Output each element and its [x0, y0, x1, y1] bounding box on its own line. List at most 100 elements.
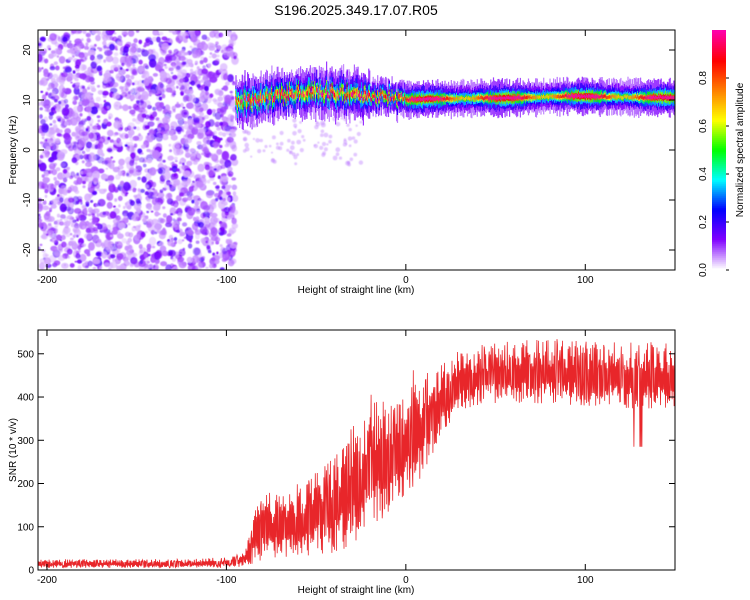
noise-blob: [176, 168, 180, 172]
noise-blob: [56, 172, 65, 180]
spectrogram-marks: [38, 30, 675, 270]
noise-blob: [134, 161, 138, 165]
ridge-cell: [512, 95, 514, 99]
ridge-cell: [373, 94, 375, 98]
noise-blob: [166, 215, 173, 223]
ridge-cell: [265, 90, 268, 95]
ridge-cell: [359, 93, 361, 98]
noise-blob: [113, 205, 116, 208]
ridge-cell: [417, 97, 419, 101]
noise-blob: [219, 267, 225, 270]
noise-blob: [214, 236, 221, 243]
figure-title: S196.2025.349.17.07.R05: [274, 2, 438, 18]
noise-blob: [218, 68, 223, 73]
noise-blob: [143, 74, 146, 77]
noise-blob: [144, 191, 150, 196]
noise-blob: [96, 251, 101, 256]
noise-blob: [71, 54, 75, 58]
noise-blob: [231, 36, 236, 41]
noise-blob: [115, 104, 119, 107]
noise-blob: [67, 72, 74, 79]
scatter-blob: [359, 120, 363, 124]
noise-blob: [129, 94, 135, 101]
ridge-cell: [524, 95, 526, 99]
ridge-cell: [375, 97, 377, 101]
ridge-cell: [250, 99, 252, 103]
ridge-cell: [456, 96, 458, 100]
noise-blob: [48, 111, 55, 116]
ridge-cell: [254, 95, 256, 100]
noise-blob: [112, 132, 117, 137]
noise-blob: [42, 205, 50, 211]
ridge-cell: [522, 96, 524, 100]
scatter-blob: [346, 123, 350, 127]
noise-blob: [64, 206, 72, 212]
noise-blob: [152, 204, 161, 212]
noise-blob: [224, 159, 232, 169]
ridge-cell: [313, 90, 315, 96]
ridge-cell: [324, 93, 326, 99]
noise-blob: [213, 217, 220, 223]
ridge-cell: [590, 95, 592, 99]
ridge-cell: [614, 95, 616, 98]
ridge-cell: [551, 94, 553, 98]
noise-blob: [92, 208, 100, 214]
noise-blob: [51, 169, 58, 176]
noise-blob: [67, 204, 70, 207]
ridge-cell: [347, 94, 349, 98]
noise-blob: [126, 240, 130, 245]
noise-blob: [129, 200, 136, 207]
noise-blob: [209, 263, 214, 269]
ridge-cell: [468, 97, 470, 100]
ridge-cell: [370, 97, 372, 101]
noise-blob: [70, 240, 77, 246]
ridge-cell: [296, 87, 298, 91]
noise-blob: [123, 213, 127, 217]
ridge-cell: [314, 86, 316, 90]
noise-blob: [183, 199, 187, 203]
noise-blob: [121, 31, 128, 37]
noise-blob: [137, 176, 141, 181]
noise-blob: [175, 126, 183, 132]
noise-blob: [193, 78, 198, 81]
noise-blob: [125, 87, 129, 92]
noise-blob: [81, 38, 84, 42]
ridge-cell: [394, 96, 396, 99]
noise-blob: [195, 209, 201, 214]
noise-blob: [141, 90, 149, 101]
noise-blob: [160, 130, 166, 135]
ridge-cell: [354, 92, 356, 98]
ridge-cell: [353, 90, 355, 95]
ridge-cell: [495, 97, 497, 101]
ridge-cell: [415, 98, 417, 102]
noise-blob: [106, 224, 112, 229]
noise-blob: [213, 193, 220, 198]
ridge-cell: [389, 98, 391, 101]
noise-blob: [69, 263, 75, 268]
ridge-cell: [479, 97, 481, 100]
noise-blob: [86, 115, 92, 121]
noise-blob: [38, 222, 44, 228]
ridge-cell: [523, 96, 525, 100]
noise-blob: [58, 100, 62, 105]
noise-blob: [233, 55, 237, 60]
noise-blob: [132, 64, 136, 68]
ridge-cell: [507, 96, 509, 99]
ridge-cell: [424, 97, 426, 102]
ridge-cell: [561, 95, 563, 98]
ridge-cell: [446, 96, 448, 100]
ridge-cell: [465, 97, 467, 101]
ridge-cell: [480, 96, 482, 100]
scatter-blob: [326, 143, 329, 146]
scatter-blob: [259, 138, 264, 143]
ridge-cell: [331, 86, 333, 90]
scatter-blob: [343, 138, 347, 142]
noise-blob: [82, 185, 86, 189]
ridge-cell: [473, 97, 475, 100]
noise-blob: [122, 205, 126, 210]
noise-blob: [229, 140, 237, 150]
noise-blob: [169, 207, 177, 216]
ridge-cell: [430, 97, 432, 101]
noise-blob: [90, 85, 95, 89]
noise-blob: [62, 87, 66, 93]
